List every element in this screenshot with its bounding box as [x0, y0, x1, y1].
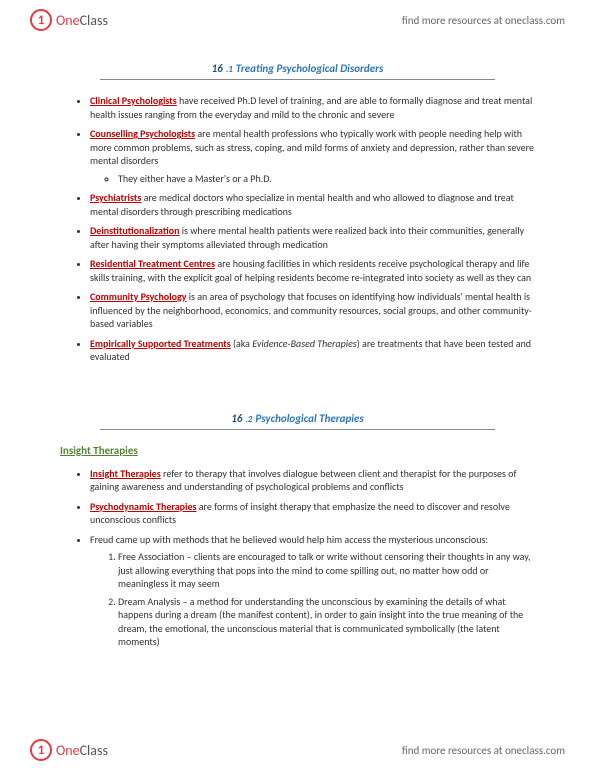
- list-item: Residential Treatment Centres are housin…: [90, 257, 535, 284]
- divider: [100, 429, 495, 430]
- body-text: Freud came up with methods that he belie…: [90, 533, 488, 546]
- list-item: Community Psychology is an area of psych…: [90, 290, 535, 331]
- body-text: (aka: [231, 337, 253, 350]
- list-item: Clinical Psychologists have received Ph.…: [90, 94, 535, 121]
- logo-text: OneClass: [56, 742, 108, 759]
- footer-tagline: find more resources at oneclass.com: [402, 744, 565, 757]
- logo-text: OneClass: [56, 12, 108, 29]
- italic-text: Evidence-Based Therapies: [252, 337, 357, 350]
- page-header: 1 OneClass find more resources at onecla…: [0, 0, 595, 40]
- term: Counselling Psychologists: [90, 127, 195, 140]
- section-1-text: Treating Psychological Disorders: [236, 62, 384, 75]
- logo-icon: 1: [30, 739, 52, 761]
- page-content: 16.1 Treating Psychological Disorders Cl…: [0, 40, 595, 705]
- section-2-subnum: .2: [245, 414, 252, 425]
- term: Insight Therapies: [90, 467, 161, 480]
- term: Psychiatrists: [90, 191, 141, 204]
- sub-list-item: They either have a Master's or a Ph.D.: [118, 172, 535, 186]
- term: Empirically Supported Treatments: [90, 337, 231, 350]
- sub-list: They either have a Master's or a Ph.D.: [90, 172, 535, 186]
- ordered-sublist: Free Association – clients are encourage…: [90, 550, 535, 649]
- ordered-item: Dream Analysis – a method for understand…: [118, 595, 535, 649]
- list-item: Counselling Psychologists are mental hea…: [90, 127, 535, 185]
- list-item: Psychodynamic Therapies are forms of ins…: [90, 500, 535, 527]
- list-item: Freud came up with methods that he belie…: [90, 533, 535, 649]
- section-2-num: 16: [231, 412, 242, 425]
- brand-logo-footer: 1 OneClass: [30, 739, 108, 761]
- logo-one: One: [56, 742, 80, 759]
- section-2-title: 16.2 Psychological Therapies: [60, 412, 535, 425]
- body-text: are medical doctors who specialize in me…: [90, 191, 514, 218]
- term: Clinical Psychologists: [90, 94, 177, 107]
- logo-class: Class: [80, 742, 108, 759]
- list-item: Deinstitutionalization is where mental h…: [90, 224, 535, 251]
- header-tagline: find more resources at oneclass.com: [402, 14, 565, 27]
- logo-one: One: [56, 12, 80, 29]
- section-1-title: 16.1 Treating Psychological Disorders: [60, 62, 535, 75]
- logo-icon: 1: [30, 9, 52, 31]
- list-item: Empirically Supported Treatments (aka Ev…: [90, 337, 535, 364]
- ordered-item: Free Association – clients are encourage…: [118, 550, 535, 591]
- logo-class: Class: [80, 12, 108, 29]
- brand-logo: 1 OneClass: [30, 9, 108, 31]
- list-item: Insight Therapies refer to therapy that …: [90, 467, 535, 494]
- section-1-num: 16: [212, 62, 223, 75]
- divider: [100, 79, 495, 80]
- term: Community Psychology: [90, 290, 187, 303]
- list-item: Psychiatrists are medical doctors who sp…: [90, 191, 535, 218]
- term: Residential Treatment Centres: [90, 257, 215, 270]
- subsection-heading: Insight Therapies: [60, 444, 535, 457]
- section-1-list: Clinical Psychologists have received Ph.…: [60, 94, 535, 364]
- page-footer: 1 OneClass find more resources at onecla…: [0, 730, 595, 770]
- term: Psychodynamic Therapies: [90, 500, 197, 513]
- section-2-text: Psychological Therapies: [255, 412, 363, 425]
- section-1-subnum: .1: [226, 64, 233, 75]
- term: Deinstitutionalization: [90, 224, 179, 237]
- section-2-list: Insight Therapies refer to therapy that …: [60, 467, 535, 649]
